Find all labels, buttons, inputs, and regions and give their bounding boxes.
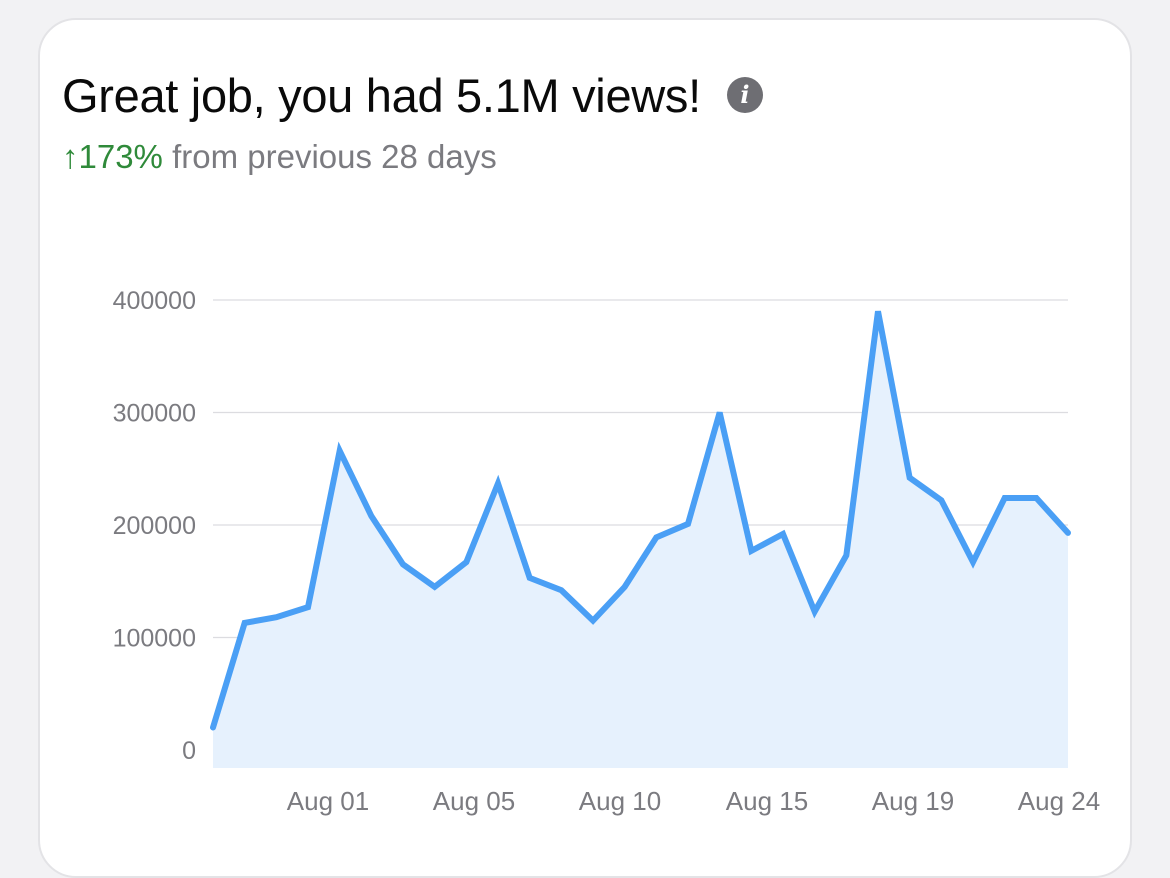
x-tick-label: Aug 24	[1018, 786, 1100, 816]
x-tick-label: Aug 19	[872, 786, 954, 816]
change-suffix: from previous 28 days	[162, 138, 497, 175]
y-tick-label: 200000	[113, 512, 196, 540]
series-line	[210, 310, 1071, 731]
x-tick-label: Aug 15	[726, 786, 808, 816]
title-row: Great job, you had 5.1M views! i	[62, 68, 763, 124]
y-tick-label: 100000	[113, 625, 196, 653]
area-fill	[213, 311, 1068, 768]
subtitle: ↑173% from previous 28 days	[62, 136, 497, 178]
y-tick-label: 400000	[113, 287, 196, 315]
y-tick-label: 0	[182, 737, 196, 765]
info-icon[interactable]: i	[726, 77, 763, 113]
x-tick-label: Aug 01	[287, 786, 369, 816]
x-tick-label: Aug 05	[433, 786, 515, 816]
x-tick-label: Aug 10	[579, 786, 661, 816]
card-title: Great job, you had 5.1M views!	[62, 69, 701, 122]
change-percent: ↑173%	[62, 138, 163, 175]
y-tick-label: 300000	[113, 400, 196, 428]
views-chart: 0 100000 200000 300000 400000 Aug 01 Aug 05 Aug…	[113, 287, 1101, 816]
